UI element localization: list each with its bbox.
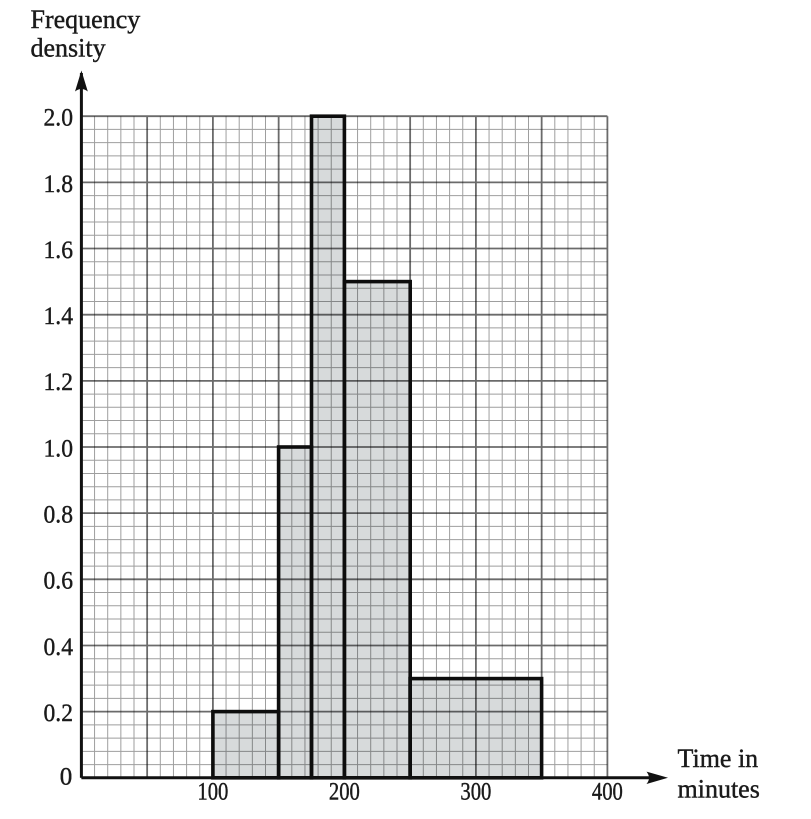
svg-text:1.0: 1.0 [44,435,74,462]
svg-text:0.6: 0.6 [44,568,74,595]
svg-text:0: 0 [60,764,73,791]
svg-text:1.8: 1.8 [44,171,74,198]
svg-text:density: density [31,33,106,62]
svg-text:1.4: 1.4 [44,303,74,330]
svg-text:0.8: 0.8 [44,502,74,529]
svg-text:0.4: 0.4 [44,634,74,661]
svg-text:300: 300 [460,778,491,805]
svg-text:400: 400 [592,778,623,805]
svg-text:0.2: 0.2 [44,700,74,727]
svg-text:Frequency: Frequency [31,5,141,34]
svg-text:200: 200 [329,778,360,805]
svg-text:100: 100 [197,778,228,805]
svg-text:1.6: 1.6 [44,237,74,264]
svg-text:2.0: 2.0 [44,105,74,132]
svg-text:Time in: Time in [678,744,759,773]
svg-text:1.2: 1.2 [44,369,74,396]
svg-text:minutes: minutes [678,774,760,803]
